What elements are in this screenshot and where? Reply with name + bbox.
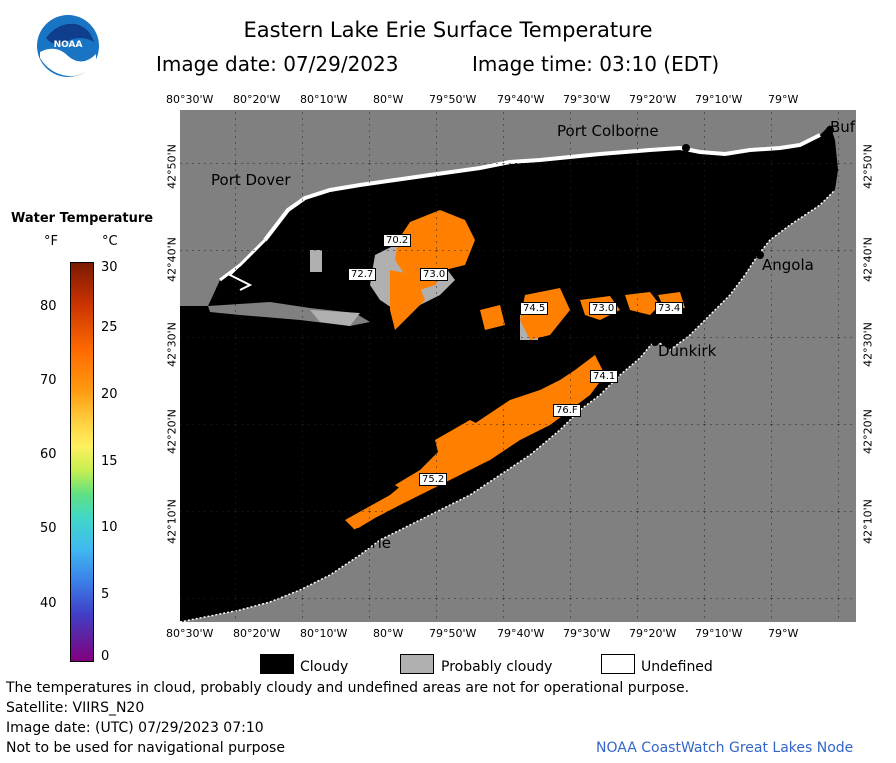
- x-tick-top: 79°40'W: [497, 93, 545, 106]
- f-tick: 40: [40, 596, 57, 611]
- image-date: Image date: 07/29/2023: [156, 52, 399, 76]
- y-tick-left: 42°20'N: [165, 409, 179, 454]
- c-tick: 0: [101, 649, 110, 664]
- c-tick: 25: [101, 320, 118, 335]
- legend-cloudy-label: Cloudy: [300, 659, 349, 675]
- unit-f: °F: [44, 234, 58, 249]
- x-tick-top: 79°30'W: [563, 93, 611, 106]
- x-tick-top: 79°10'W: [695, 93, 743, 106]
- y-tick-right: 42°50'N: [861, 144, 875, 189]
- nav-warning: Not to be used for navigational purpose: [6, 740, 285, 756]
- label-erie: Erie: [362, 534, 392, 552]
- temp-label: 73.4: [655, 302, 684, 315]
- utc-date: Image date: (UTC) 07/29/2023 07:10: [6, 720, 264, 736]
- temp-label: 73.0: [589, 302, 618, 315]
- x-tick-top: 80°30'W: [166, 93, 214, 106]
- f-tick: 70: [40, 373, 57, 388]
- legend-cloudy-swatch: [260, 654, 294, 674]
- y-tick-left: 42°10'N: [165, 499, 179, 544]
- f-tick: 50: [40, 521, 57, 536]
- x-tick-bottom: 80°10'W: [300, 627, 348, 640]
- x-tick-top: 80°W: [373, 93, 404, 106]
- y-tick-right: 42°30'N: [861, 322, 875, 367]
- credit: NOAA CoastWatch Great Lakes Node: [596, 740, 854, 756]
- y-tick-right: 42°40'N: [861, 237, 875, 282]
- x-tick-bottom: 80°20'W: [233, 627, 281, 640]
- c-tick: 5: [101, 587, 110, 602]
- label-buffalo: Buf: [830, 118, 856, 136]
- x-tick-bottom: 79°40'W: [497, 627, 545, 640]
- x-tick-bottom: 79°W: [768, 627, 799, 640]
- image-time: Image time: 03:10 (EDT): [472, 52, 720, 76]
- x-tick-top: 80°20'W: [233, 93, 281, 106]
- y-tick-left: 42°30'N: [165, 322, 179, 367]
- y-tick-left: 42°40'N: [165, 237, 179, 282]
- x-tick-top: 79°50'W: [429, 93, 477, 106]
- legend-undefined-label: Undefined: [641, 659, 713, 675]
- legend-probably-cloudy-swatch: [400, 654, 434, 674]
- x-tick-bottom: 79°20'W: [629, 627, 677, 640]
- disclaimer: The temperatures in cloud, probably clou…: [6, 680, 690, 696]
- c-tick: 20: [101, 387, 118, 402]
- map-panel: [179, 110, 856, 623]
- noaa-logo: NOAA: [36, 14, 100, 78]
- x-tick-top: 79°W: [768, 93, 799, 106]
- map-title: Eastern Lake Erie Surface Temperature: [243, 18, 653, 42]
- logo-text: NOAA: [54, 40, 83, 50]
- f-tick: 60: [40, 447, 57, 462]
- x-tick-top: 79°20'W: [629, 93, 677, 106]
- label-dunkirk: Dunkirk: [658, 342, 717, 360]
- f-tick: 80: [40, 299, 57, 314]
- temp-label: 74.5: [520, 302, 549, 315]
- unit-c: °C: [102, 234, 118, 249]
- temp-label: 73.0: [420, 268, 449, 281]
- temp-label: 72.7: [348, 268, 377, 281]
- x-tick-bottom: 79°30'W: [563, 627, 611, 640]
- x-tick-bottom: 79°10'W: [695, 627, 743, 640]
- y-tick-right: 42°20'N: [861, 409, 875, 454]
- legend-probably-cloudy-label: Probably cloudy: [441, 659, 553, 675]
- x-tick-top: 80°10'W: [300, 93, 348, 106]
- label-angola: Angola: [762, 256, 814, 274]
- colorbar-title: Water Temperature: [11, 211, 154, 226]
- x-tick-bottom: 80°30'W: [166, 627, 214, 640]
- temp-label: 70.2: [383, 234, 412, 247]
- c-tick: 30: [101, 260, 118, 275]
- y-tick-right: 42°10'N: [861, 499, 875, 544]
- erie-dot: [354, 528, 362, 536]
- colorbar: [70, 262, 94, 662]
- buffalo-dot: [826, 126, 834, 134]
- noaa-logo-icon: NOAA: [37, 15, 99, 77]
- temp-label: 75.2: [419, 473, 448, 486]
- label-port-colborne: Port Colborne: [557, 122, 659, 140]
- x-tick-bottom: 80°W: [373, 627, 404, 640]
- satellite-info: Satellite: VIIRS_N20: [6, 700, 145, 716]
- angola-dot: [756, 251, 764, 259]
- temp-label: 76.F: [553, 404, 581, 417]
- legend-undefined-swatch: [601, 654, 635, 674]
- y-tick-left: 42°50'N: [165, 144, 179, 189]
- x-tick-bottom: 79°50'W: [429, 627, 477, 640]
- label-port-dover: Port Dover: [211, 171, 291, 189]
- c-tick: 15: [101, 454, 118, 469]
- temp-label: 74.1: [590, 370, 619, 383]
- dunkirk-dot: [651, 338, 659, 346]
- lake-map: [179, 110, 856, 623]
- port-colborne-dot: [682, 144, 690, 152]
- c-tick: 10: [101, 520, 118, 535]
